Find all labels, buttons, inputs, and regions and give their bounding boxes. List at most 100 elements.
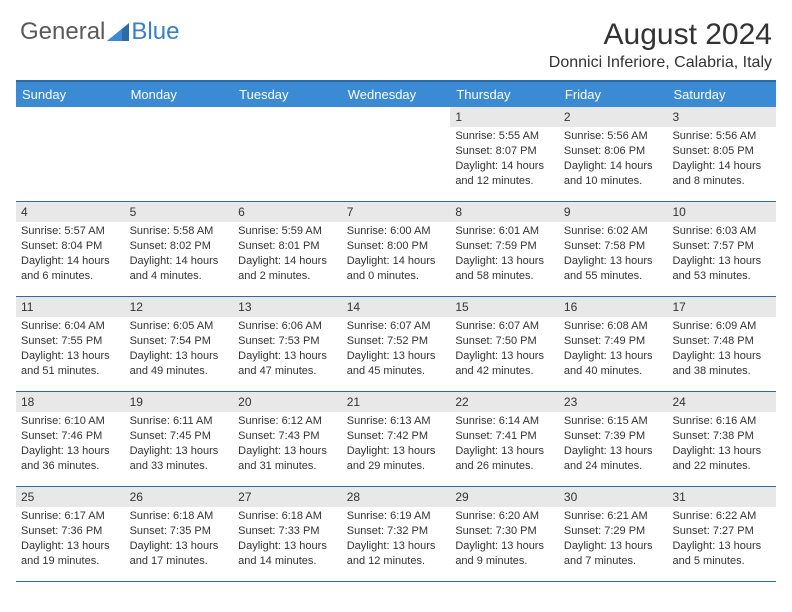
daylight-text: Daylight: 13 hours and 36 minutes. — [21, 444, 120, 474]
day-number: 19 — [125, 392, 234, 412]
sunrise-text: Sunrise: 6:20 AM — [455, 509, 554, 524]
sunset-text: Sunset: 7:42 PM — [347, 429, 446, 444]
logo: General Blue — [20, 18, 179, 46]
sunset-text: Sunset: 7:30 PM — [455, 524, 554, 539]
daylight-text: Daylight: 13 hours and 38 minutes. — [672, 349, 771, 379]
weekday-header: Saturday — [667, 82, 776, 107]
sunrise-text: Sunrise: 6:06 AM — [238, 319, 337, 334]
daylight-text: Daylight: 13 hours and 55 minutes. — [564, 254, 663, 284]
daylight-text: Daylight: 13 hours and 31 minutes. — [238, 444, 337, 474]
sunset-text: Sunset: 7:27 PM — [672, 524, 771, 539]
week-row: 4Sunrise: 5:57 AMSunset: 8:04 PMDaylight… — [16, 202, 776, 297]
day-cell: 9Sunrise: 6:02 AMSunset: 7:58 PMDaylight… — [559, 202, 668, 296]
day-cell — [342, 107, 451, 201]
day-cell: 30Sunrise: 6:21 AMSunset: 7:29 PMDayligh… — [559, 487, 668, 581]
sunrise-text: Sunrise: 6:13 AM — [347, 414, 446, 429]
weekday-header: Friday — [559, 82, 668, 107]
day-number: 12 — [125, 297, 234, 317]
day-number: 31 — [667, 487, 776, 507]
day-number: 2 — [559, 107, 668, 127]
day-cell: 21 Sunrise: 6:13 AMSunset: 7:42 PMDayligh… — [342, 392, 451, 486]
day-number: 24 — [667, 392, 776, 412]
sunrise-text: Sunrise: 6:10 AM — [21, 414, 120, 429]
day-number: 9 — [559, 202, 668, 222]
day-number — [125, 107, 234, 127]
sunrise-text: Sunrise: 6:15 AM — [564, 414, 663, 429]
sunrise-text: Sunrise: 6:00 AM — [347, 224, 446, 239]
day-number: 30 — [559, 487, 668, 507]
sunrise-text: Sunrise: 6:04 AM — [21, 319, 120, 334]
sunset-text: Sunset: 8:04 PM — [21, 239, 120, 254]
sunset-text: Sunset: 7:54 PM — [130, 334, 229, 349]
sunrise-text: Sunrise: 6:18 AM — [130, 509, 229, 524]
sunset-text: Sunset: 7:50 PM — [455, 334, 554, 349]
day-cell: 23Sunrise: 6:15 AMSunset: 7:39 PMDayligh… — [559, 392, 668, 486]
day-cell — [233, 107, 342, 201]
logo-text-blue: Blue — [131, 18, 179, 46]
sunrise-text: Sunrise: 6:02 AM — [564, 224, 663, 239]
weekday-header: Thursday — [450, 82, 559, 107]
month-title: August 2024 — [549, 18, 772, 52]
daylight-text: Daylight: 13 hours and 19 minutes. — [21, 539, 120, 569]
sunset-text: Sunset: 7:59 PM — [455, 239, 554, 254]
day-cell: 22Sunrise: 6:14 AMSunset: 7:41 PMDayligh… — [450, 392, 559, 486]
sunset-text: Sunset: 8:01 PM — [238, 239, 337, 254]
day-cell: 16Sunrise: 6:08 AMSunset: 7:49 PMDayligh… — [559, 297, 668, 391]
daylight-text: Daylight: 13 hours and 29 minutes. — [347, 444, 446, 474]
day-cell: 11Sunrise: 6:04 AMSunset: 7:55 PMDayligh… — [16, 297, 125, 391]
daylight-text: Daylight: 13 hours and 33 minutes. — [130, 444, 229, 474]
daylight-text: Daylight: 13 hours and 12 minutes. — [347, 539, 446, 569]
sunset-text: Sunset: 8:07 PM — [455, 144, 554, 159]
daylight-text: Daylight: 14 hours and 6 minutes. — [21, 254, 120, 284]
sunrise-text: Sunrise: 6:22 AM — [672, 509, 771, 524]
daylight-text: Daylight: 13 hours and 49 minutes. — [130, 349, 229, 379]
sunset-text: Sunset: 8:02 PM — [130, 239, 229, 254]
day-cell: 10Sunrise: 6:03 AMSunset: 7:57 PMDayligh… — [667, 202, 776, 296]
day-cell: 26Sunrise: 6:18 AMSunset: 7:35 PMDayligh… — [125, 487, 234, 581]
day-number: 14 — [342, 297, 451, 317]
sunrise-text: Sunrise: 6:14 AM — [455, 414, 554, 429]
day-cell: 2Sunrise: 5:56 AMSunset: 8:06 PMDaylight… — [559, 107, 668, 201]
day-number: 22 — [450, 392, 559, 412]
sunset-text: Sunset: 7:46 PM — [21, 429, 120, 444]
weekday-header: Sunday — [16, 82, 125, 107]
daylight-text: Daylight: 13 hours and 53 minutes. — [672, 254, 771, 284]
day-cell: 28Sunrise: 6:19 AMSunset: 7:32 PMDayligh… — [342, 487, 451, 581]
day-cell: 25Sunrise: 6:17 AMSunset: 7:36 PMDayligh… — [16, 487, 125, 581]
sunset-text: Sunset: 7:49 PM — [564, 334, 663, 349]
day-number: 20 — [233, 392, 342, 412]
sunset-text: Sunset: 7:53 PM — [238, 334, 337, 349]
sunset-text: Sunset: 7:36 PM — [21, 524, 120, 539]
day-number: 28 — [342, 487, 451, 507]
sunrise-text: Sunrise: 6:12 AM — [238, 414, 337, 429]
sunrise-text: Sunrise: 6:05 AM — [130, 319, 229, 334]
day-cell — [16, 107, 125, 201]
sunrise-text: Sunrise: 6:16 AM — [672, 414, 771, 429]
sunset-text: Sunset: 7:41 PM — [455, 429, 554, 444]
day-number: 16 — [559, 297, 668, 317]
weekday-header: Wednesday — [342, 82, 451, 107]
day-number: 11 — [16, 297, 125, 317]
day-cell: 19Sunrise: 6:11 AMSunset: 7:45 PMDayligh… — [125, 392, 234, 486]
daylight-text: Daylight: 13 hours and 22 minutes. — [672, 444, 771, 474]
sunset-text: Sunset: 8:00 PM — [347, 239, 446, 254]
day-number: 26 — [125, 487, 234, 507]
sunset-text: Sunset: 7:55 PM — [21, 334, 120, 349]
daylight-text: Daylight: 13 hours and 45 minutes. — [347, 349, 446, 379]
day-cell: 14Sunrise: 6:07 AMSunset: 7:52 PMDayligh… — [342, 297, 451, 391]
day-number: 23 — [559, 392, 668, 412]
day-number: 18 — [16, 392, 125, 412]
daylight-text: Daylight: 13 hours and 42 minutes. — [455, 349, 554, 379]
sunrise-text: Sunrise: 6:11 AM — [130, 414, 229, 429]
day-number: 4 — [16, 202, 125, 222]
daylight-text: Daylight: 13 hours and 47 minutes. — [238, 349, 337, 379]
sunset-text: Sunset: 8:06 PM — [564, 144, 663, 159]
day-cell: 13Sunrise: 6:06 AMSunset: 7:53 PMDayligh… — [233, 297, 342, 391]
sunrise-text: Sunrise: 5:58 AM — [130, 224, 229, 239]
weeks-container: 1Sunrise: 5:55 AMSunset: 8:07 PMDaylight… — [16, 107, 776, 582]
sunset-text: Sunset: 7:57 PM — [672, 239, 771, 254]
title-block: August 2024 Donnici Inferiore, Calabria,… — [549, 18, 772, 72]
weekday-header: Monday — [125, 82, 234, 107]
day-number: 21 — [342, 392, 451, 412]
weekday-header: Tuesday — [233, 82, 342, 107]
